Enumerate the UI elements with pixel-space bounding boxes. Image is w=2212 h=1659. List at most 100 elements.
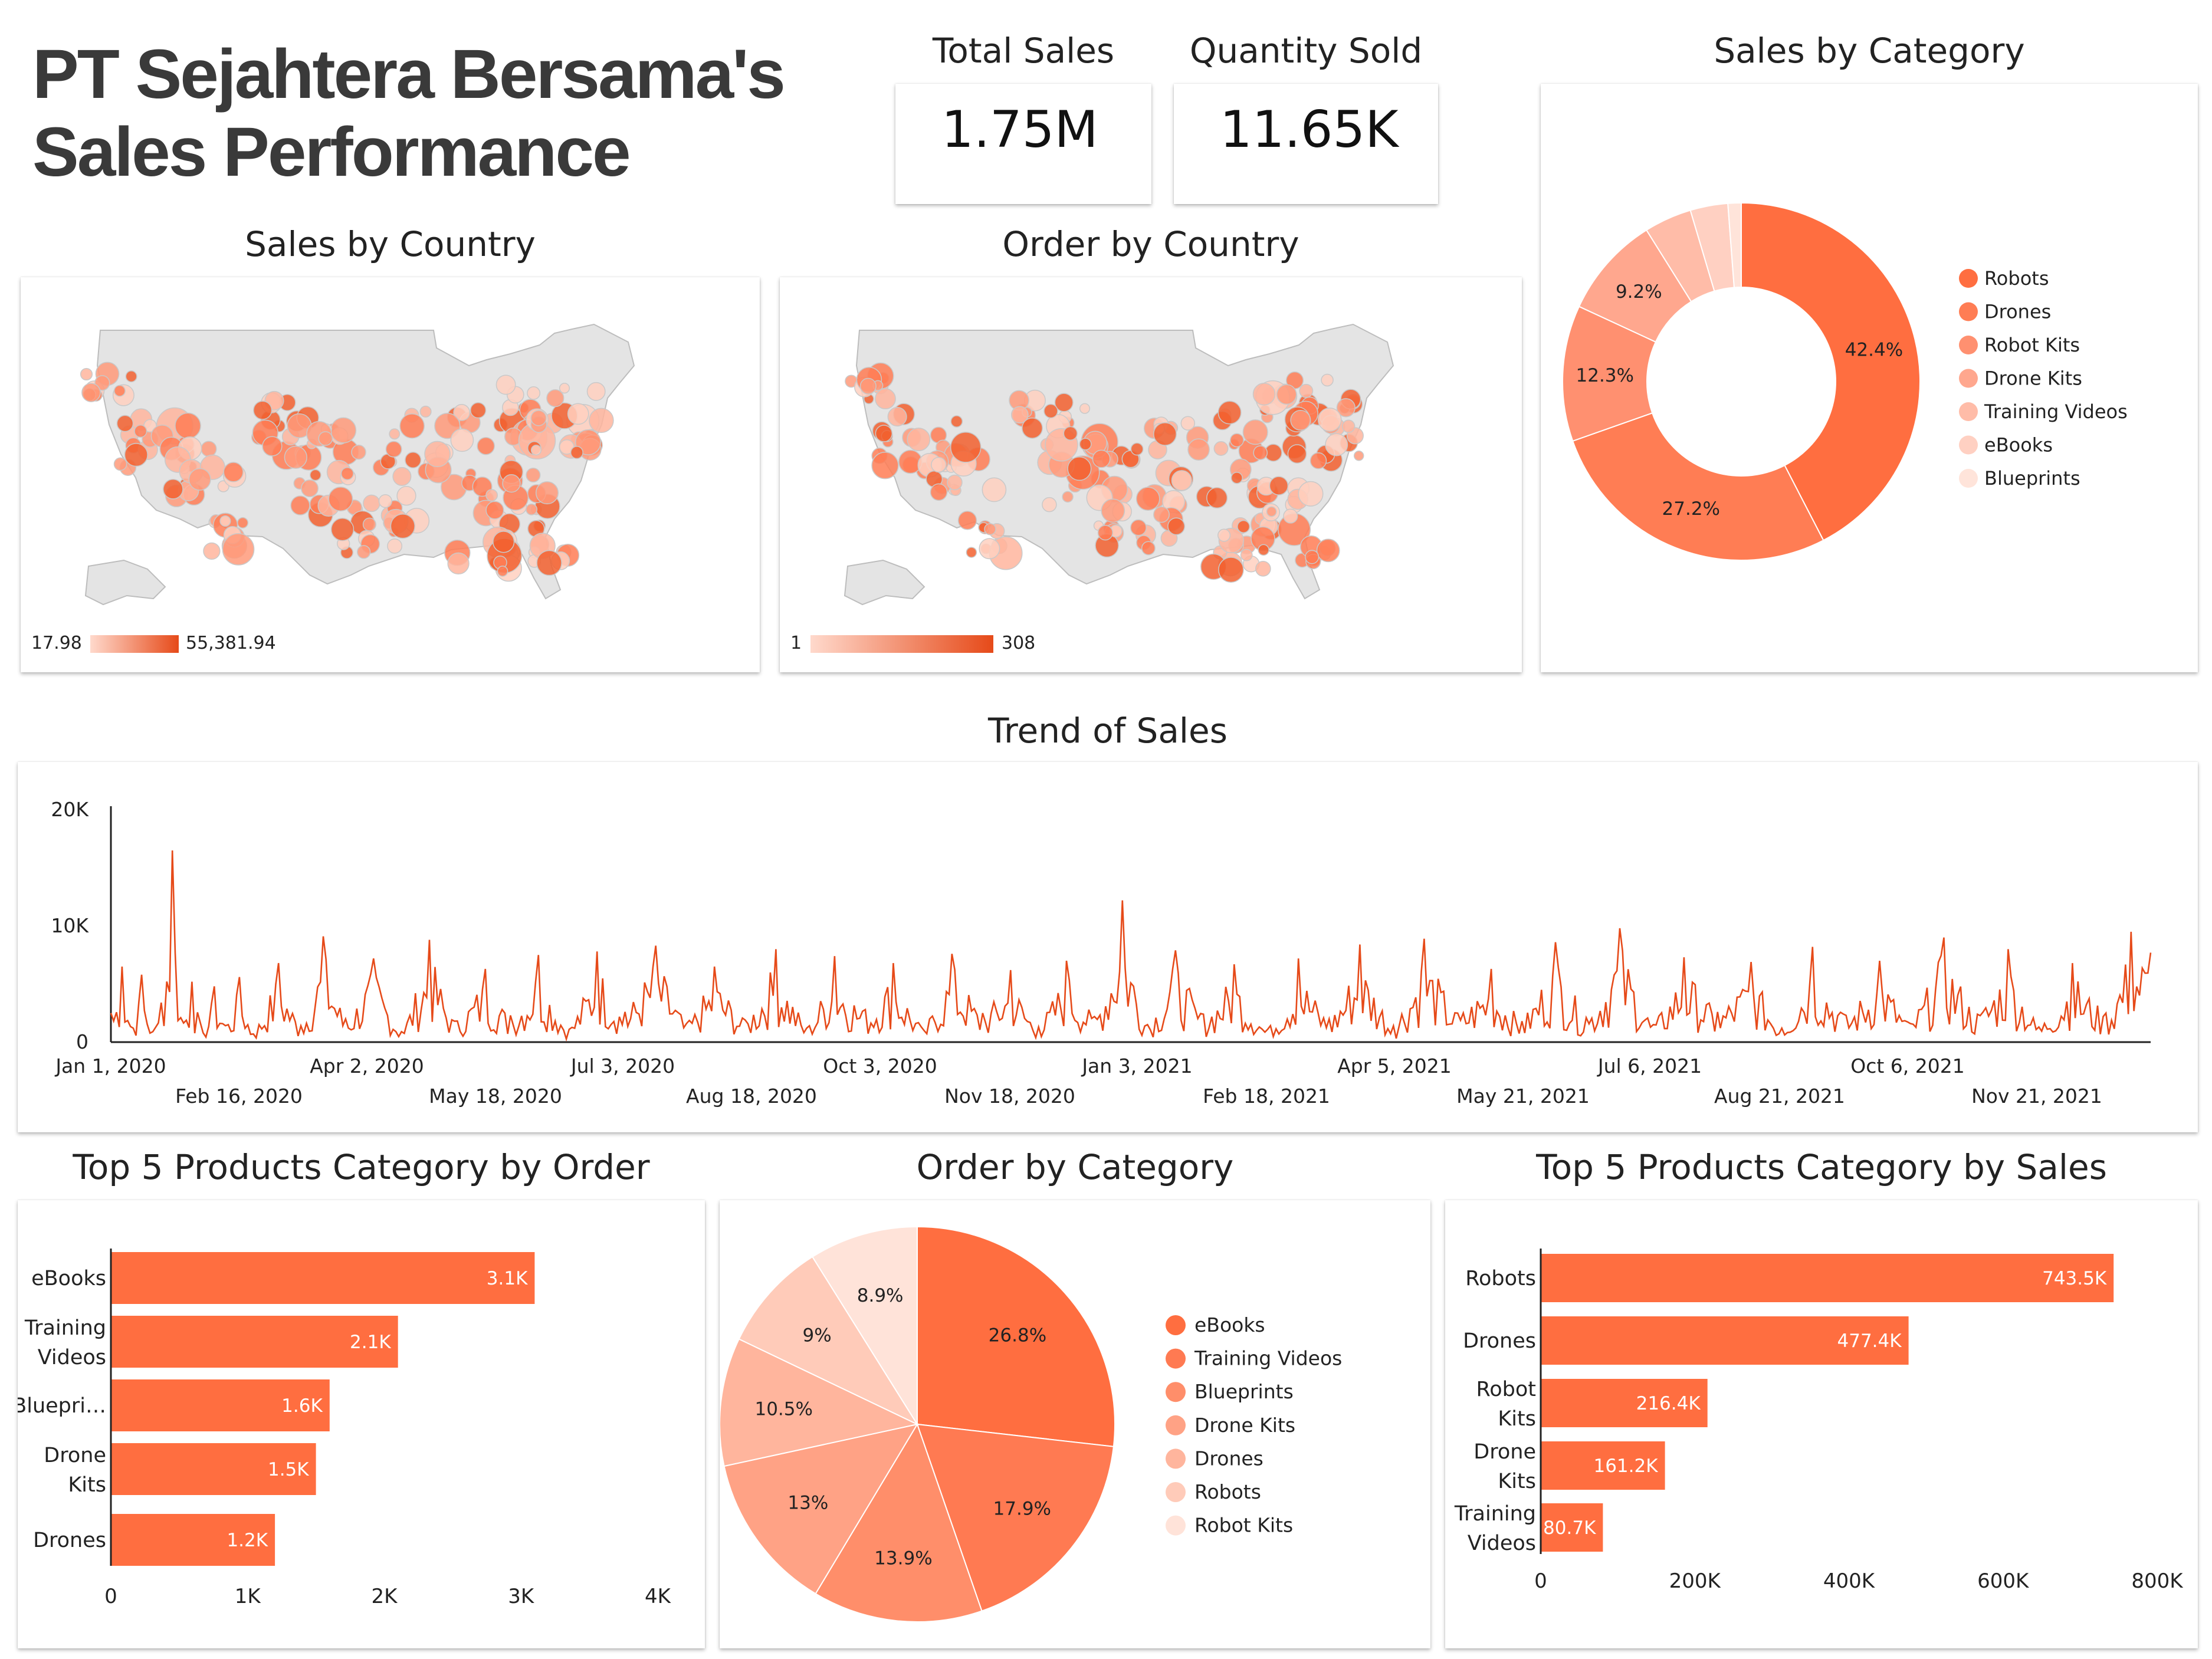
trend-panel[interactable]: 0 10K 20K Jan 1, 2020 Apr 2, 2020 Jul 3, 2020… xyxy=(18,762,2198,1132)
x-tick-label: Jul 6, 2021 xyxy=(1597,1054,1702,1077)
map-bubble xyxy=(290,495,310,515)
map-bubble xyxy=(982,477,1007,502)
map-bubble xyxy=(328,487,353,512)
x-tick-label: Jan 3, 2021 xyxy=(1081,1054,1192,1077)
kpi-total-sales-value: 1.75M xyxy=(941,100,1098,159)
map-bubble xyxy=(1042,497,1057,513)
x-tick-label: 200K xyxy=(1669,1569,1722,1593)
x-tick-label: 4K xyxy=(645,1585,672,1608)
map-bubble xyxy=(1252,382,1276,406)
map-bubble xyxy=(1054,393,1074,412)
map-bubble xyxy=(81,383,101,402)
alaska-shape xyxy=(844,559,926,606)
category-label: eBooks xyxy=(31,1267,106,1290)
map-bubble xyxy=(1218,557,1244,583)
map-bubble xyxy=(1253,445,1268,460)
sales-by-category-title: Sales by Category xyxy=(1714,31,2025,71)
map-bubble xyxy=(495,374,516,395)
pie-value-label: 17.9% xyxy=(993,1498,1051,1519)
legend-label: Robot Kits xyxy=(1194,1514,1293,1537)
top-order-panel[interactable]: 3.1K eBooks 2.1K Training Videos 1.6K Bluepri…… xyxy=(12,1200,705,1648)
map-bubble xyxy=(1135,487,1160,511)
map-bubble xyxy=(493,531,515,553)
legend-marker xyxy=(1166,1315,1186,1335)
map-bubble xyxy=(351,444,366,460)
order-by-category-panel[interactable]: 26.8% 17.9% 13.9% 13% 10.5% 9% 8.9% eBooks Train… xyxy=(719,1200,1430,1648)
sales-by-category-chart[interactable]: 42.4% 27.2% 12.3% 9.2% Robots Drones Robot Kit… xyxy=(1541,84,2198,672)
legend-label: Robot Kits xyxy=(1984,334,2080,356)
map-bubble xyxy=(875,388,896,410)
category-label: Training xyxy=(1454,1502,1536,1526)
legend-marker xyxy=(1959,269,1978,288)
map-bubble xyxy=(163,478,183,500)
map-bubble xyxy=(405,451,422,469)
map-sales-bubbles[interactable] xyxy=(80,362,614,582)
order-by-category-chart[interactable]: 26.8% 17.9% 13.9% 13% 10.5% 9% 8.9% eBooks Train… xyxy=(719,1200,1430,1648)
x-tick-label: Oct 3, 2020 xyxy=(823,1054,937,1077)
bar-value-label: 1.2K xyxy=(227,1530,268,1551)
map-bubble xyxy=(1242,419,1268,445)
bar xyxy=(1541,1254,2114,1302)
map-order-canvas[interactable]: 1 308 xyxy=(780,277,1522,672)
alaska-shape xyxy=(84,559,166,606)
map-bubble xyxy=(309,469,321,481)
pie-value-label: 8.9% xyxy=(857,1285,904,1306)
donut-value-label: 27.2% xyxy=(1662,498,1720,520)
legend-label: eBooks xyxy=(1194,1313,1265,1336)
kpi-total-sales-card[interactable]: 1.75M xyxy=(895,84,1151,204)
x-tick-label: 600K xyxy=(1977,1569,2030,1593)
map-sales-canvas[interactable]: 17.98 55,381.94 xyxy=(21,277,760,672)
map-order-bubbles[interactable] xyxy=(845,362,1364,583)
map-sales-scale-min: 17.98 xyxy=(31,633,82,653)
kpi-quantity-sold-card[interactable]: 11.65K xyxy=(1174,84,1438,204)
donut-value-label: 9.2% xyxy=(1616,281,1662,303)
x-tick-label: 800K xyxy=(2131,1569,2184,1593)
map-bubble xyxy=(1130,519,1147,536)
pie-value-label: 26.8% xyxy=(989,1325,1046,1346)
bar-value-label: 80.7K xyxy=(1543,1517,1596,1539)
map-bubble xyxy=(1353,451,1364,461)
map-bubble xyxy=(871,452,899,479)
map-bubble xyxy=(1010,406,1029,424)
category-label: Robot xyxy=(1476,1378,1536,1401)
pie-value-label: 9% xyxy=(802,1325,831,1346)
map-bubble xyxy=(1269,476,1289,495)
map-bubble xyxy=(1180,416,1196,431)
map-order-scale-max: 308 xyxy=(1002,633,1035,653)
map-bubble xyxy=(125,370,137,383)
legend-label: Robots xyxy=(1984,267,2049,290)
top-order-chart[interactable]: 3.1K eBooks 2.1K Training Videos 1.6K Bluepri…… xyxy=(12,1200,705,1648)
map-order-panel[interactable]: 1 308 xyxy=(780,277,1522,672)
bar xyxy=(111,1252,535,1304)
x-tick-label: Aug 18, 2020 xyxy=(686,1085,817,1108)
map-bubble xyxy=(950,432,982,463)
legend-label: Training Videos xyxy=(1984,400,2128,423)
map-bubble xyxy=(201,441,217,457)
map-bubble xyxy=(526,503,538,515)
category-label: Kits xyxy=(68,1473,106,1497)
map-bubble xyxy=(237,517,249,528)
bar-value-label: 1.5K xyxy=(268,1459,309,1480)
top-sales-panel[interactable]: 743.5K Robots 477.4K Drones 216.4K Robot Kits 1… xyxy=(1445,1200,2198,1648)
map-sales-panel[interactable]: 17.98 55,381.94 xyxy=(21,277,760,672)
map-bubble xyxy=(1255,560,1271,577)
donut-slice-robots xyxy=(1741,202,1921,541)
map-bubble xyxy=(502,474,521,493)
map-bubble xyxy=(357,545,371,559)
map-bubble xyxy=(485,501,504,520)
map-bubble xyxy=(567,403,589,425)
trend-chart[interactable]: 0 10K 20K Jan 1, 2020 Apr 2, 2020 Jul 3, 2020… xyxy=(18,762,2198,1132)
bar xyxy=(111,1316,398,1368)
legend-label: Drone Kits xyxy=(1194,1414,1295,1437)
map-bubble xyxy=(124,443,148,467)
map-bubble xyxy=(219,515,231,527)
bar-value-label: 477.4K xyxy=(1837,1331,1902,1352)
map-bubble xyxy=(984,523,996,536)
category-label: Drones xyxy=(1463,1329,1536,1353)
sales-by-category-panel[interactable]: 42.4% 27.2% 12.3% 9.2% Robots Drones Robot Kit… xyxy=(1541,84,2198,672)
legend-label: Robots xyxy=(1194,1480,1261,1503)
top-sales-chart[interactable]: 743.5K Robots 477.4K Drones 216.4K Robot Kits 1… xyxy=(1445,1200,2198,1648)
map-bubble xyxy=(330,417,357,444)
pie-slice-blueprints xyxy=(815,1423,983,1622)
legend-label: Blueprints xyxy=(1194,1380,1294,1403)
